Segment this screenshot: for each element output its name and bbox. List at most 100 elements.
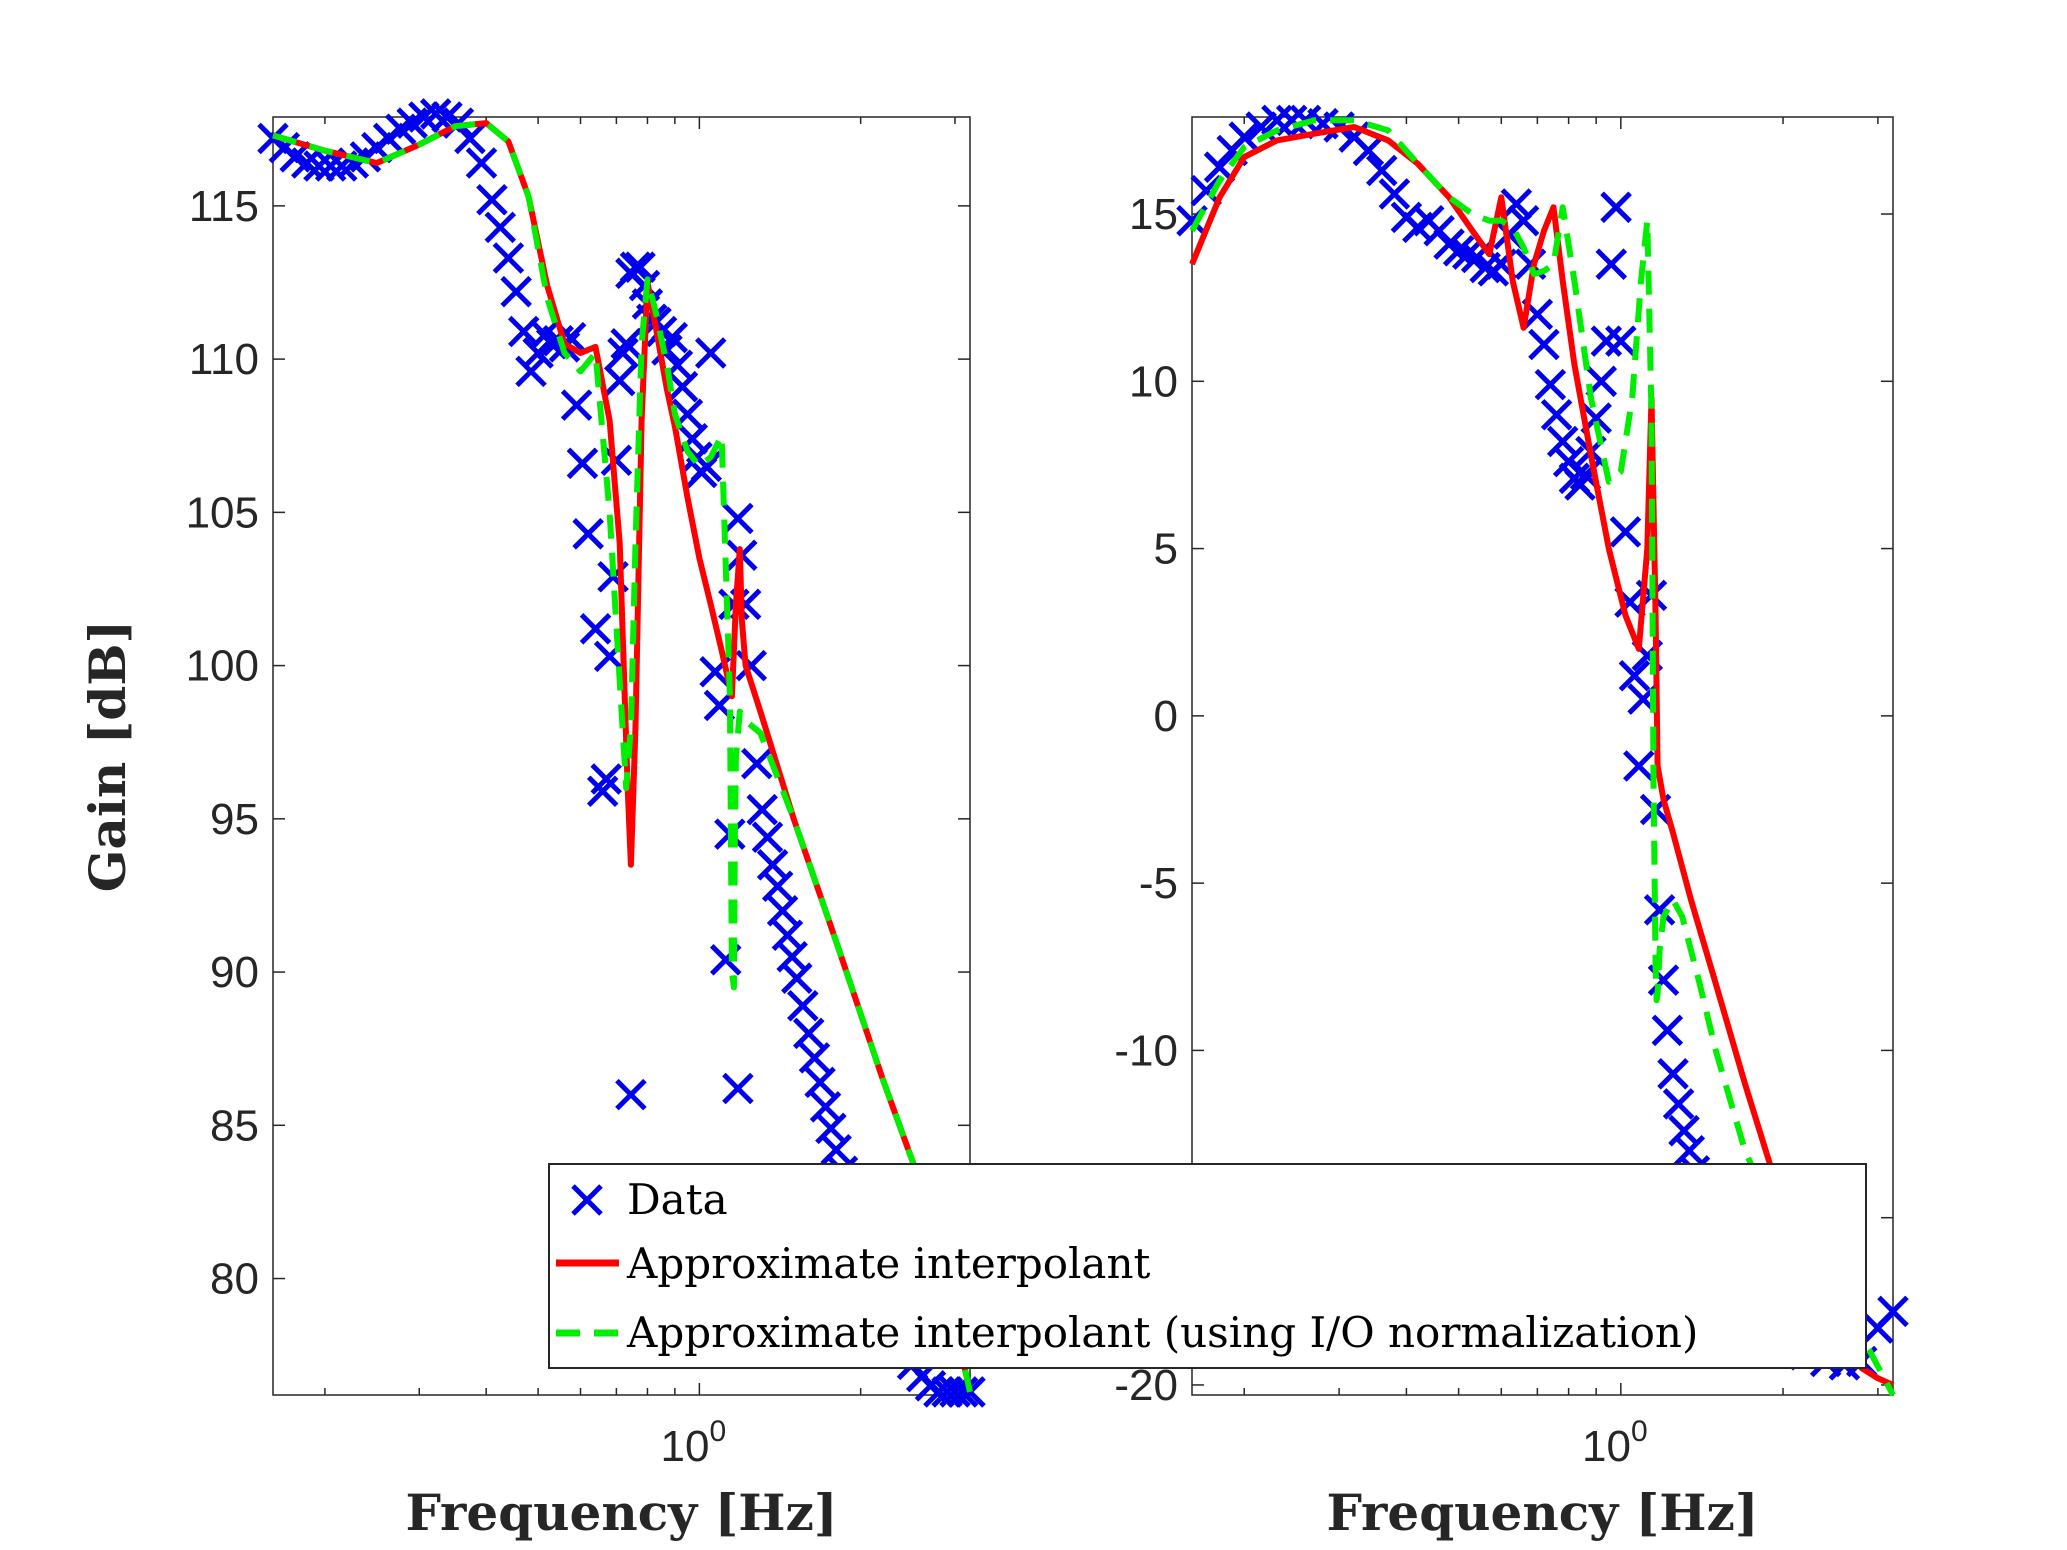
data-point-marker — [1442, 235, 1475, 267]
data-point-marker — [571, 1184, 603, 1216]
data-point-marker — [408, 101, 440, 133]
legend-item-data: Data — [571, 1175, 728, 1224]
data-point-marker — [1261, 104, 1293, 137]
data-point-marker — [1452, 238, 1484, 270]
y-tick-label: 90 — [210, 948, 259, 997]
y-axis-title: Gain [dB] — [78, 620, 137, 892]
data-point-marker — [1600, 191, 1632, 224]
data-point-marker — [1534, 368, 1567, 401]
data-point-marker — [579, 613, 612, 645]
legend-item-approximate-interpolant: Approximate interpolant — [556, 1239, 1151, 1288]
data-point-marker — [666, 370, 699, 403]
data-point-marker — [476, 183, 508, 216]
series-data-markers — [615, 1072, 754, 1111]
data-point-marker — [1877, 1295, 1909, 1328]
data-point-marker — [492, 242, 525, 274]
axes-frame — [1191, 116, 1894, 1396]
data-point-marker — [1651, 1014, 1684, 1047]
x-tick-label: 100 — [1582, 1415, 1648, 1471]
x-axis-title: Frequency [Hz] — [405, 1483, 837, 1542]
data-point-marker — [465, 147, 498, 179]
legend-label: Approximate interpolant — [626, 1239, 1151, 1288]
y-tick-label: 10 — [1129, 357, 1178, 406]
legend-box — [548, 1163, 1867, 1369]
y-tick-label: -10 — [1114, 1026, 1178, 1075]
data-point-marker — [939, 1376, 971, 1408]
legend-label: Approximate interpolant (using I/O norma… — [626, 1308, 1698, 1357]
data-point-marker — [766, 895, 799, 927]
y-tick-label: 80 — [210, 1255, 259, 1304]
data-point-marker — [419, 98, 452, 130]
data-point-marker — [946, 1376, 979, 1408]
axes-frame — [272, 116, 971, 1396]
data-point-marker — [1590, 325, 1623, 357]
data-point-marker — [1228, 121, 1260, 153]
data-point-marker — [619, 251, 652, 283]
data-point-marker — [694, 337, 727, 369]
data-point-marker — [722, 502, 754, 535]
data-point-marker — [804, 1066, 836, 1099]
data-point-marker — [1528, 328, 1560, 361]
data-point-marker — [1352, 134, 1385, 167]
data-point-marker — [1378, 178, 1411, 210]
legend-label: Data — [627, 1175, 728, 1224]
data-point-marker — [624, 251, 656, 283]
data-point-marker — [607, 337, 639, 369]
data-point-marker — [1546, 425, 1579, 458]
y-tick-label: 95 — [210, 795, 259, 844]
data-point-marker — [676, 423, 709, 455]
data-point-marker — [1609, 516, 1642, 548]
data-point-marker — [746, 793, 778, 826]
data-point-marker — [1605, 325, 1637, 357]
data-point-marker — [751, 821, 784, 853]
data-point-marker — [787, 990, 819, 1022]
data-point-marker — [798, 1042, 831, 1074]
data-point-marker — [484, 211, 517, 244]
x-axis-title: Frequency [Hz] — [1326, 1483, 1758, 1542]
data-point-marker — [1668, 1114, 1700, 1147]
y-tick-label: 5 — [1154, 525, 1178, 574]
data-point-marker — [500, 275, 532, 308]
data-point-marker — [1595, 248, 1628, 280]
data-point-marker — [303, 150, 335, 182]
data-point-marker — [1662, 1088, 1695, 1120]
data-point-marker — [590, 763, 622, 795]
data-point-marker — [1657, 1058, 1689, 1090]
legend-marker-x — [571, 1184, 603, 1216]
series-line-approximate-interpolant-normalized — [272, 120, 973, 1393]
data-point-marker — [603, 364, 636, 397]
data-point-marker — [722, 1072, 754, 1105]
x-tick-label: 100 — [661, 1415, 727, 1471]
y-tick-label: 15 — [1129, 190, 1178, 239]
data-point-marker — [690, 450, 723, 483]
data-point-marker — [1623, 750, 1655, 782]
data-point-marker — [1540, 398, 1573, 431]
data-point-marker — [522, 337, 554, 369]
data-point-marker — [560, 389, 593, 421]
data-point-marker — [1500, 188, 1533, 220]
y-tick-label: 110 — [189, 335, 259, 384]
data-point-marker — [1507, 204, 1540, 237]
series-line-approximate-interpolant-normalized — [1189, 117, 1896, 1397]
data-point-marker — [572, 518, 604, 550]
y-tick-label: 115 — [189, 182, 259, 231]
y-tick-label: 105 — [186, 488, 259, 537]
data-point-marker — [1552, 445, 1585, 478]
data-point-marker — [1643, 894, 1676, 926]
data-point-marker — [610, 328, 642, 360]
data-point-marker — [566, 447, 599, 480]
data-point-marker — [761, 870, 794, 903]
data-point-marker — [615, 1078, 647, 1111]
y-tick-label: 100 — [186, 642, 259, 691]
y-tick-label: -5 — [1139, 859, 1178, 908]
data-point-marker — [741, 747, 773, 780]
data-point-marker — [515, 355, 547, 388]
data-point-marker — [781, 962, 813, 994]
data-point-marker — [1618, 659, 1651, 692]
data-point-marker — [1673, 1135, 1706, 1167]
data-point-marker — [820, 1134, 852, 1166]
data-point-marker — [1275, 104, 1308, 137]
